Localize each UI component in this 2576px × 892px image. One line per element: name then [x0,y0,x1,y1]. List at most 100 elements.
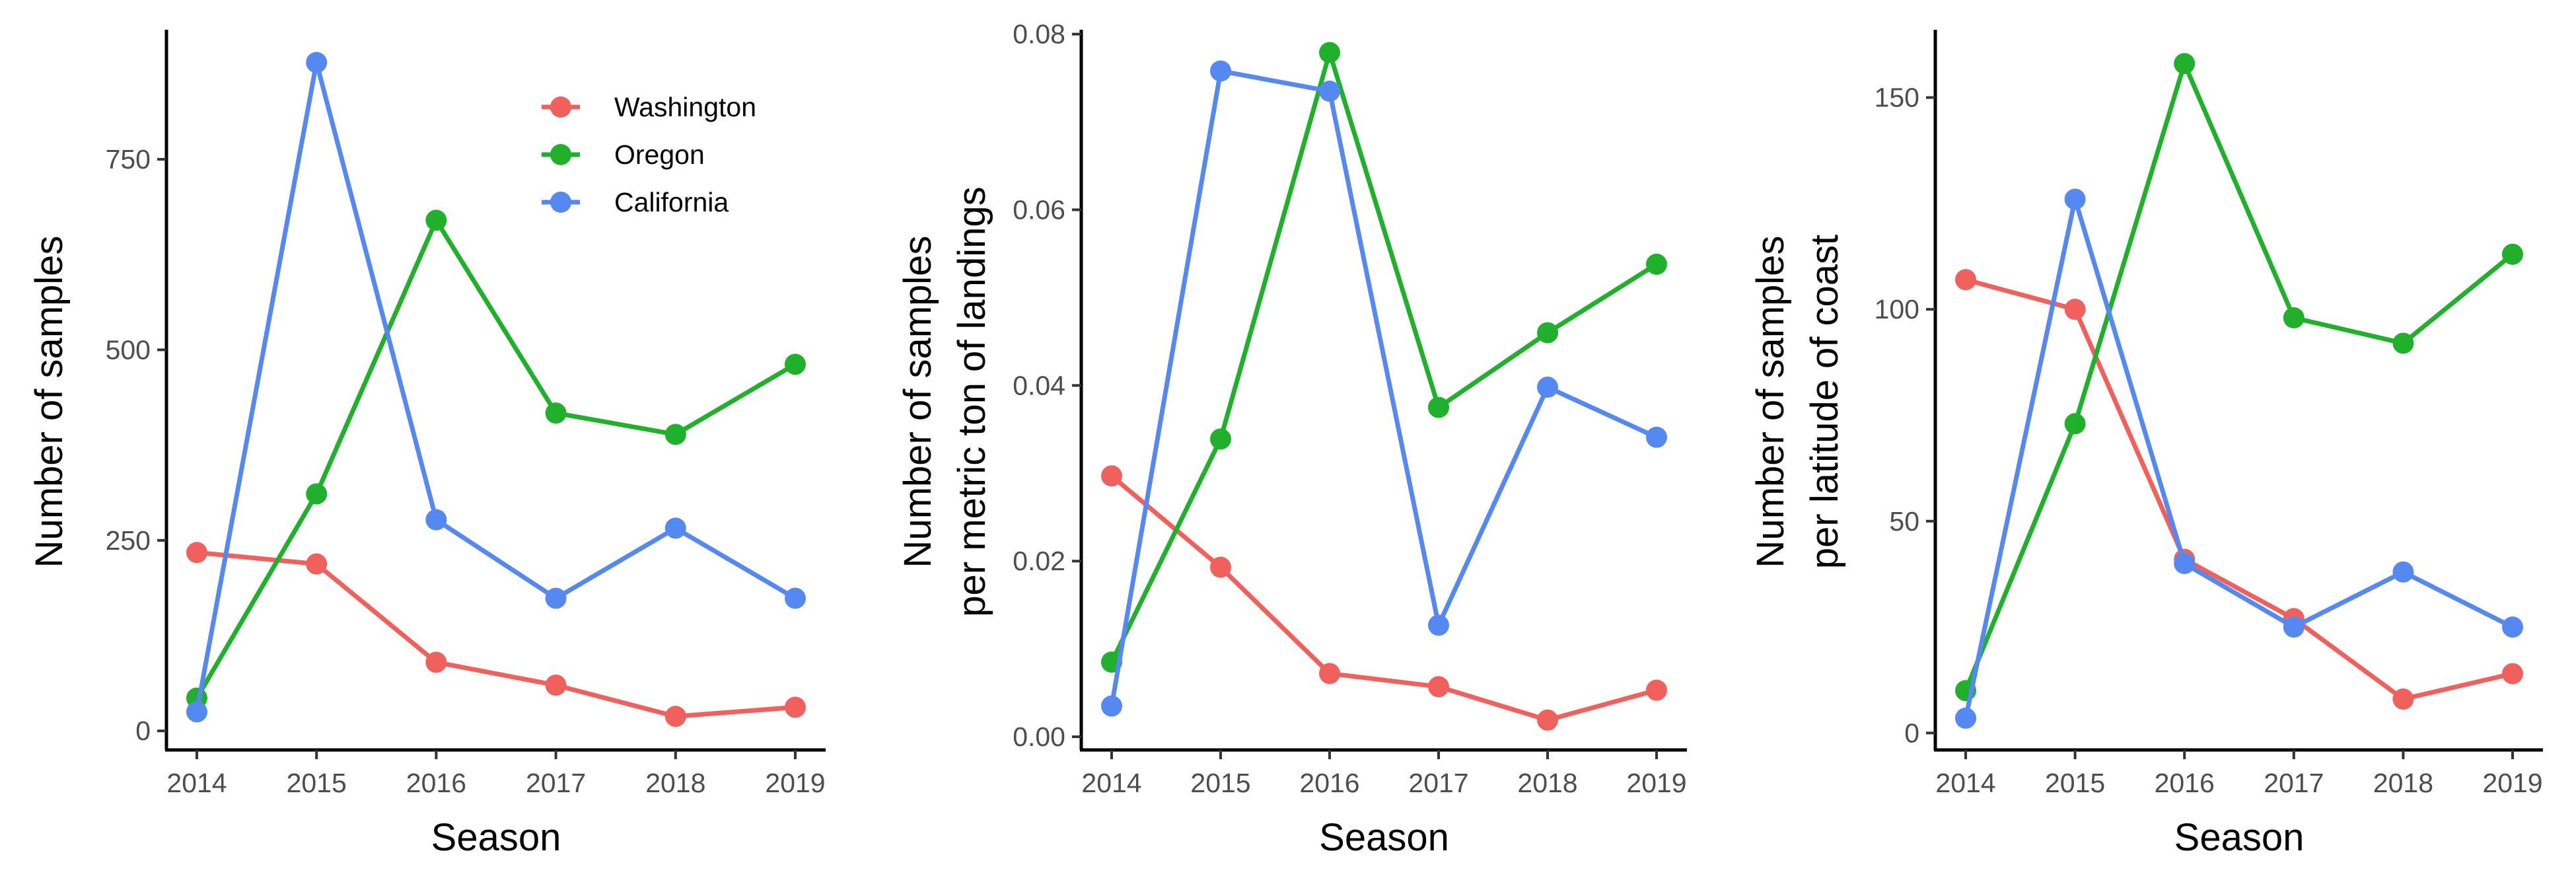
data-point-oregon [664,424,686,445]
y-axis-title: Number of samples [1749,236,1792,568]
data-point-washington [186,542,207,564]
data-point-california [425,509,447,531]
data-point-oregon [306,483,328,505]
data-point-oregon [2502,243,2523,265]
data-point-oregon [1210,428,1231,450]
y-tick-label: 0.00 [1013,722,1065,752]
y-tick-label: 500 [106,334,151,365]
data-point-california [545,587,567,609]
data-point-washington [785,696,806,718]
x-tick-label: 2018 [645,768,705,798]
data-point-california [1319,81,1340,102]
legend-key-point [550,192,571,213]
chart-panel-3: 0 50 100 150 2014 2015 2016 2017 2018 2019 Season N… [1749,30,2543,859]
data-point-washington [306,553,328,575]
y-axis-title: Number of samples [28,236,71,568]
data-point-california [785,587,806,609]
legend-key-point [550,144,571,165]
y-axis-title: per metric ton of landings [950,186,993,616]
y-tick-label: 0.06 [1013,195,1065,225]
x-tick-label: 2017 [1408,768,1468,798]
data-point-oregon [425,209,447,231]
data-point-washington [2392,688,2414,710]
x-tick-label: 2015 [2045,768,2105,798]
y-axis-title: per latitude of coast [1803,235,1846,569]
data-point-california [2502,616,2523,638]
data-point-california [664,517,686,539]
data-point-oregon [1646,253,1667,275]
x-tick-label: 2014 [166,768,227,798]
data-point-washington [2502,663,2523,685]
x-tick-label: 2018 [1517,768,1577,798]
data-point-california [2392,561,2414,583]
chart-panel-2: 0.00 0.02 0.04 0.06 0.08 2014 2015 2016 2017 2018… [896,19,1687,859]
x-tick-label: 2015 [1190,768,1250,798]
series-line-oregon [1963,61,2515,692]
y-axis-title: Number of samples [896,236,939,568]
y-tick-label: 250 [106,525,151,556]
legend-label-oregon: Oregon [614,139,705,170]
data-point-oregon [545,402,567,424]
x-tick-label: 2014 [1935,768,1995,798]
data-point-california [2064,188,2086,210]
y-tick-label: 0.02 [1013,546,1065,576]
data-point-washington [664,706,686,727]
x-tick-label: 2019 [1626,768,1686,798]
y-tick-label: 0 [135,716,151,746]
legend: Washington Oregon California [542,92,756,217]
data-point-california [1210,60,1231,82]
y-tick-label: 150 [1875,83,1919,113]
data-point-california [186,701,207,723]
data-point-oregon [2392,332,2414,354]
x-tick-label: 2019 [2482,768,2542,798]
data-point-california [1537,377,1558,398]
data-point-washington [2064,299,2086,320]
y-tick-label: 50 [1889,506,1919,537]
y-tick-label: 0.04 [1013,370,1065,400]
x-tick-label: 2019 [765,768,825,798]
chart-panel-1: 0 250 500 750 2014 2015 2016 2017 2018 2019 Season… [28,30,826,859]
data-point-oregon [1428,396,1449,418]
data-point-oregon [2174,53,2196,75]
data-point-california [306,52,328,73]
legend-label-washington: Washington [614,92,756,122]
x-tick-label: 2015 [287,768,347,798]
y-tick-label: 750 [106,144,151,174]
data-point-oregon [1319,42,1340,63]
y-tick-label: 0 [1904,718,1919,748]
data-point-washington [1537,709,1558,731]
data-point-oregon [785,353,806,375]
series-line-washington [1110,474,1657,723]
data-point-washington [1428,676,1449,698]
data-point-washington [545,674,567,696]
data-point-california [1646,426,1667,448]
series-line-california [1963,196,2514,719]
data-point-oregon [2283,307,2305,328]
series-line-oregon [1109,50,1658,663]
x-tick-label: 2016 [1299,768,1359,798]
data-point-oregon [1537,322,1558,344]
x-tick-label: 2016 [2155,768,2215,798]
data-point-california [1955,707,1976,729]
data-point-california [2283,616,2305,638]
x-axis-title: Season [1319,816,1449,859]
y-tick-label: 100 [1875,294,1919,324]
series-line-california [1109,68,1658,707]
x-tick-label: 2018 [2373,768,2433,798]
y-tick-label: 0.08 [1013,19,1065,50]
data-point-washington [425,651,447,673]
data-point-washington [1319,663,1340,685]
data-point-washington [1646,679,1667,701]
data-point-california [2174,552,2196,574]
x-tick-label: 2017 [2264,768,2324,798]
data-point-washington [1955,269,1976,291]
series-line-oregon [194,217,797,700]
series-line-california [194,60,797,712]
x-axis-title: Season [431,816,561,859]
data-point-washington [1210,556,1231,578]
legend-label-california: California [614,187,729,217]
data-point-oregon [2064,413,2086,435]
data-point-california [1428,614,1449,636]
x-tick-label: 2014 [1081,768,1141,798]
